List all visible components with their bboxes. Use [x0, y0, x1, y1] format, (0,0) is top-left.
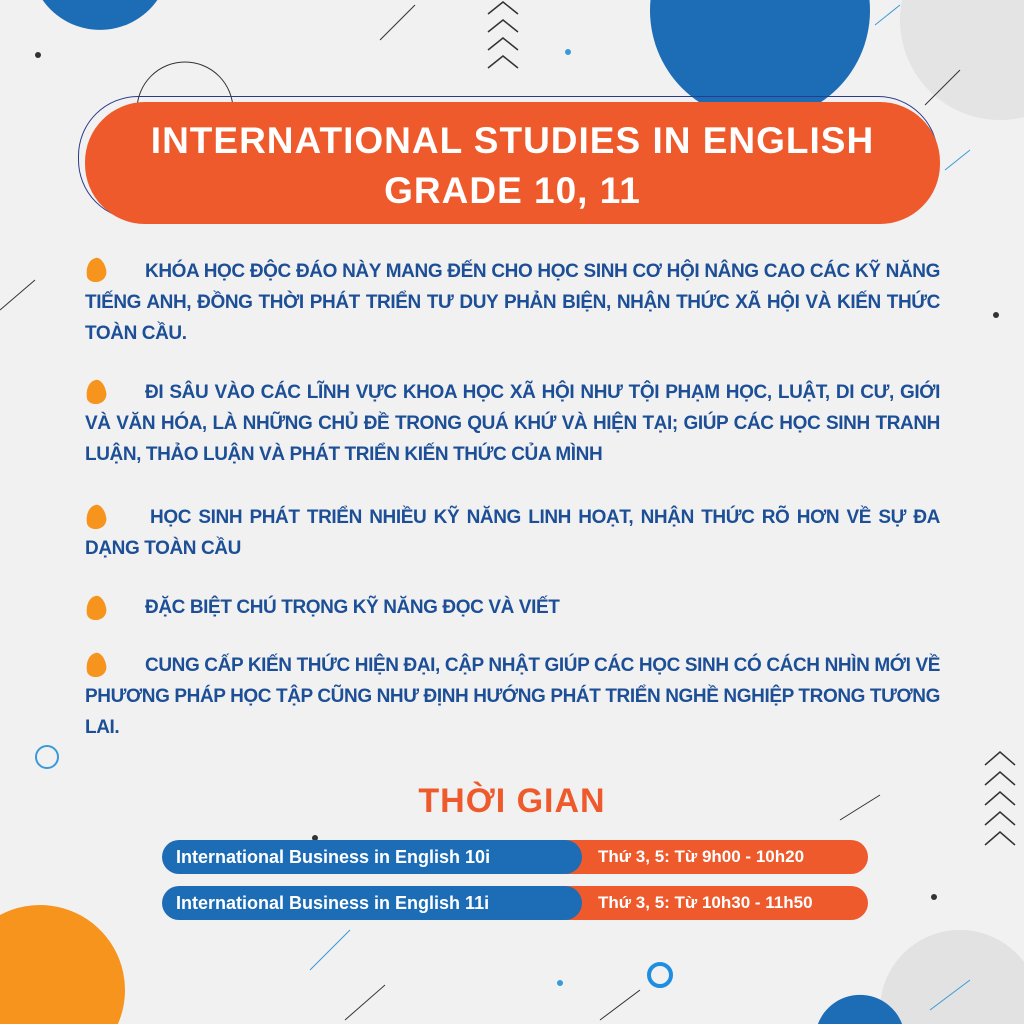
- bullet-text: ĐẶC BIỆT CHÚ TRỌNG KỸ NĂNG ĐỌC VÀ VIẾT: [145, 597, 560, 618]
- schedule-heading: THỜI GIAN: [418, 782, 606, 820]
- grey-circle-top-right: [899, 0, 1024, 121]
- course-time: Thứ 3, 5: Từ 9h00 - 10h20: [542, 840, 868, 874]
- decorative-dot: [565, 49, 571, 55]
- course-name: International Business in English 10i: [162, 840, 582, 874]
- page-subtitle: GRADE 10, 11: [384, 170, 641, 211]
- bullet-text: CUNG CẤP KIẾN THỨC HIỆN ĐẠI, CẬP NHẬT GI…: [85, 655, 940, 738]
- decorative-lines-dark: [0, 4, 961, 1021]
- chevrons-right: [984, 751, 1016, 846]
- bullet-text: HỌC SINH PHÁT TRIỂN NHIỀU KỸ NĂNG LINH H…: [85, 507, 940, 559]
- grey-circle-bottom-right: [879, 929, 1024, 1024]
- course-name: International Business in English 11i: [162, 886, 582, 920]
- course-time: Thứ 3, 5: Từ 10h30 - 11h50: [542, 886, 868, 920]
- decorative-dot: [557, 980, 563, 986]
- orange-circle-bottom-left: [0, 905, 125, 1024]
- page-title: INTERNATIONAL STUDIES IN ENGLISH: [150, 120, 875, 161]
- bullet-text: KHÓA HỌC ĐỘC ĐÁO NÀY MANG ĐẾN CHO HỌC SI…: [85, 261, 940, 344]
- bullet-text: ĐI SÂU VÀO CÁC LĨNH VỰC KHOA HỌC XÃ HỘI …: [85, 382, 940, 465]
- blue-circle-top-left: [42, 0, 158, 30]
- title-banner: INTERNATIONAL STUDIES IN ENGLISH GRADE 1…: [85, 102, 940, 224]
- ring-bottom: [647, 962, 673, 988]
- decorative-lines-blue: [309, 4, 971, 1011]
- decorative-dots: [35, 52, 999, 900]
- ring-left: [35, 745, 59, 769]
- blue-circle-bottom-right: [817, 994, 903, 1024]
- blue-circle-top-right: [650, 0, 870, 121]
- schedule-row: International Business in English 10i Th…: [162, 840, 868, 874]
- chevrons-top: [487, 1, 519, 69]
- schedule-row: International Business in English 11i Th…: [162, 886, 868, 920]
